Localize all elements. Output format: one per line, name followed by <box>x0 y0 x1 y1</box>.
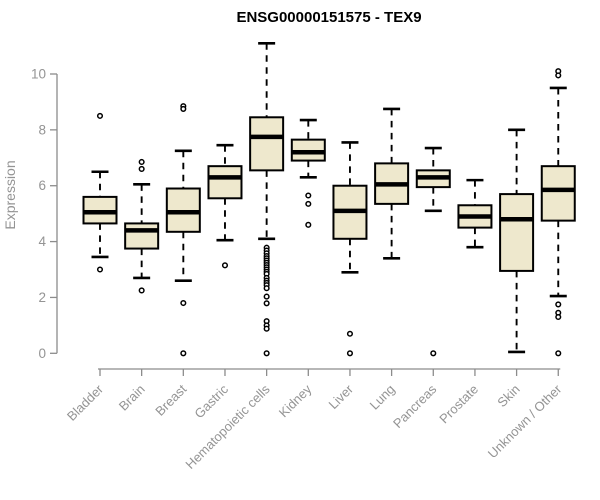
x-tick-label: Pancreas <box>390 381 440 431</box>
outlier-point <box>305 200 312 207</box>
x-tick-label: Liver <box>326 381 357 412</box>
boxes-layer <box>82 41 576 357</box>
box-bladder <box>82 112 118 273</box>
x-tick-label: Brain <box>116 382 148 414</box>
outlier-point <box>180 299 187 307</box>
y-tick-label: 2 <box>38 290 46 305</box>
box-liver <box>332 141 368 357</box>
box-kidney <box>290 118 326 228</box>
x-tick-label: Kidney <box>276 381 315 420</box>
chart-title: ENSG00000151575 - TEX9 <box>236 9 421 26</box>
outlier-point <box>96 266 104 273</box>
x-tick-label: Prostate <box>436 382 481 427</box>
outlier-point <box>138 287 145 294</box>
outlier-point <box>305 221 312 228</box>
box-brain <box>124 158 160 294</box>
x-tick-label: Lung <box>367 382 398 413</box>
box-breast <box>165 103 201 357</box>
y-axis-title: Expression <box>2 160 18 229</box>
box-lung <box>374 107 410 260</box>
box-skin <box>499 128 535 354</box>
x-tick-label: Gastric <box>191 381 231 421</box>
outlier-point <box>263 325 270 332</box>
y-tick-label: 8 <box>38 122 46 137</box>
outlier-point <box>263 293 270 300</box>
outlier-point <box>555 350 562 357</box>
outlier-point <box>555 313 562 321</box>
box-unknown-other <box>540 68 576 357</box>
iqr-box <box>207 165 243 200</box>
box-pancreas <box>415 146 451 357</box>
outlier-point <box>221 262 229 269</box>
x-tick-label: Breast <box>152 381 189 418</box>
outlier-point <box>138 158 145 166</box>
y-tick-label: 0 <box>38 346 46 361</box>
x-tick-label: Unknown / Other <box>485 381 565 461</box>
y-tick-label: 10 <box>31 67 46 82</box>
outlier-point <box>346 330 354 337</box>
outlier-point <box>555 301 562 308</box>
outlier-point <box>180 350 187 357</box>
iqr-box <box>124 222 160 250</box>
x-tick-label: Bladder <box>64 381 107 424</box>
y-tick-label: 4 <box>38 234 46 249</box>
box-gastric <box>207 143 243 269</box>
box-prostate <box>457 178 493 249</box>
outlier-point <box>180 105 187 112</box>
outlier-point <box>96 112 104 119</box>
iqr-box <box>499 193 535 272</box>
box-hematopoietic-cells <box>249 41 285 357</box>
outlier-point <box>263 350 270 357</box>
outlier-point <box>305 192 312 199</box>
outlier-point <box>263 285 270 292</box>
outlier-point <box>263 300 270 307</box>
outlier-point <box>346 350 354 357</box>
outlier-point <box>430 350 437 357</box>
outlier-point <box>555 72 562 79</box>
y-tick-label: 6 <box>38 178 46 193</box>
iqr-box <box>249 116 285 172</box>
x-tick-label: Skin <box>494 382 522 410</box>
outlier-point <box>138 165 145 173</box>
iqr-box <box>540 165 576 222</box>
